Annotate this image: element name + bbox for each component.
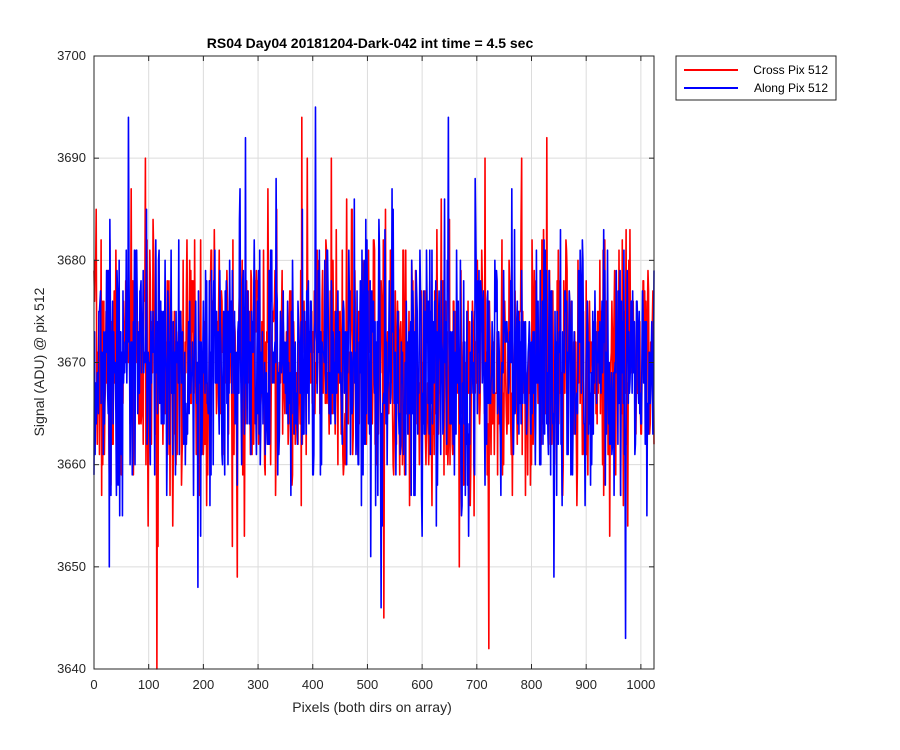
legend-label-cross: Cross Pix 512	[753, 63, 828, 77]
x-tick-label: 900	[575, 677, 597, 692]
y-tick-label: 3640	[57, 661, 86, 676]
series-line-along	[93, 106, 655, 640]
y-tick-labels: 3640 3650 3660 3670 3680 3690 3700	[57, 48, 86, 676]
y-tick-label: 3680	[57, 252, 86, 267]
legend: Cross Pix 512 Along Pix 512	[675, 55, 837, 101]
x-tick-label: 700	[466, 677, 488, 692]
y-axis-label: Signal (ADU) @ pix 512	[31, 287, 47, 436]
legend-box	[675, 55, 837, 101]
legend-label-along: Along Pix 512	[754, 81, 828, 95]
x-tick-label: 600	[411, 677, 433, 692]
series-group	[93, 106, 655, 670]
axis-ticks	[93, 55, 654, 670]
x-tick-labels: 0 100 200 300 400 500 600 700 800 900 1000	[90, 677, 655, 692]
x-tick-label: 200	[193, 677, 215, 692]
y-tick-label: 3670	[57, 355, 86, 370]
y-tick-label: 3700	[57, 48, 86, 63]
x-tick-label: 0	[90, 677, 97, 692]
chart-title: RS04 Day04 20181204-Dark-042 int time = …	[207, 35, 534, 51]
x-axis-label: Pixels (both dirs on array)	[292, 699, 452, 715]
x-tick-label: 300	[247, 677, 269, 692]
x-tick-label: 1000	[626, 677, 655, 692]
y-tick-label: 3660	[57, 457, 86, 472]
x-tick-label: 500	[357, 677, 379, 692]
y-tick-label: 3690	[57, 150, 86, 165]
x-tick-label: 100	[138, 677, 160, 692]
y-tick-label: 3650	[57, 559, 86, 574]
x-tick-label: 400	[302, 677, 324, 692]
x-tick-label: 800	[521, 677, 543, 692]
